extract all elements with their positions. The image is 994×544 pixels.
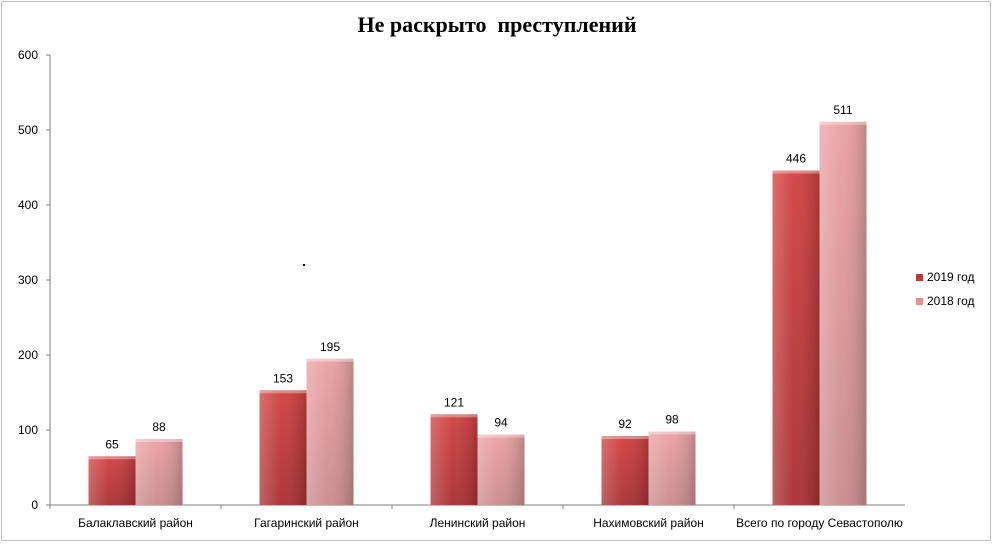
bar-shine (306, 358, 354, 505)
x-category-label: Нахимовский район (593, 516, 704, 530)
data-label: 88 (152, 420, 166, 434)
data-label: 195 (320, 340, 340, 354)
x-category-label: Балаклавский район (78, 516, 193, 530)
bar-top-edge (306, 358, 354, 362)
bar-top-edge (648, 431, 696, 435)
bar-top-edge (601, 436, 649, 439)
data-label: 511 (833, 103, 852, 117)
y-tick-label: 400 (18, 198, 38, 212)
data-label: 98 (665, 413, 679, 427)
bar-shine (430, 414, 478, 505)
data-label: 65 (105, 437, 119, 451)
x-category-label: Гагаринский район (254, 516, 359, 530)
legend-label: 2019 год (927, 270, 975, 284)
legend: 2019 год 2018 год (916, 270, 975, 308)
bar-shine (601, 436, 649, 505)
legend-swatch (916, 298, 923, 305)
chart-title: Не раскрыто преступлений (357, 12, 637, 37)
data-label: 94 (494, 416, 508, 430)
y-tick-label: 300 (18, 273, 38, 287)
data-label: 446 (786, 152, 806, 166)
bar-top-edge (819, 121, 867, 125)
y-tick-label: 100 (18, 423, 38, 437)
bar-top-edge (430, 414, 478, 418)
bars (88, 121, 867, 505)
x-category-label: Всего по городу Севастополю (736, 516, 903, 530)
bar-shine (259, 390, 307, 505)
bar-shine (772, 170, 820, 505)
axes: 0 100 200 300 400 500 600 Балаклавский район Гаг… (18, 48, 905, 530)
data-label: 92 (618, 417, 632, 431)
x-category-label: Ленинский район (430, 516, 526, 530)
y-tick-label: 200 (18, 348, 38, 362)
bar-shine (88, 456, 136, 505)
bar-top-edge (88, 456, 136, 460)
data-labels: 65 88 153 195 121 94 92 98 446 511 (105, 103, 853, 452)
stray-dot (303, 264, 305, 266)
bar-shine (819, 121, 867, 505)
bar-shine (135, 439, 183, 505)
data-label: 121 (444, 395, 464, 409)
bar-top-edge (772, 170, 820, 174)
y-tick-label: 0 (31, 498, 38, 512)
data-label: 153 (273, 371, 293, 385)
bar-top-edge (259, 390, 307, 394)
legend-swatch (916, 274, 923, 281)
bar-shine (477, 434, 525, 505)
bar-top-edge (477, 434, 525, 438)
legend-label: 2018 год (927, 294, 975, 308)
y-tick-label: 600 (18, 48, 38, 62)
bar-top-edge (135, 439, 183, 442)
y-tick-label: 500 (18, 123, 38, 137)
bar-shine (648, 431, 696, 505)
